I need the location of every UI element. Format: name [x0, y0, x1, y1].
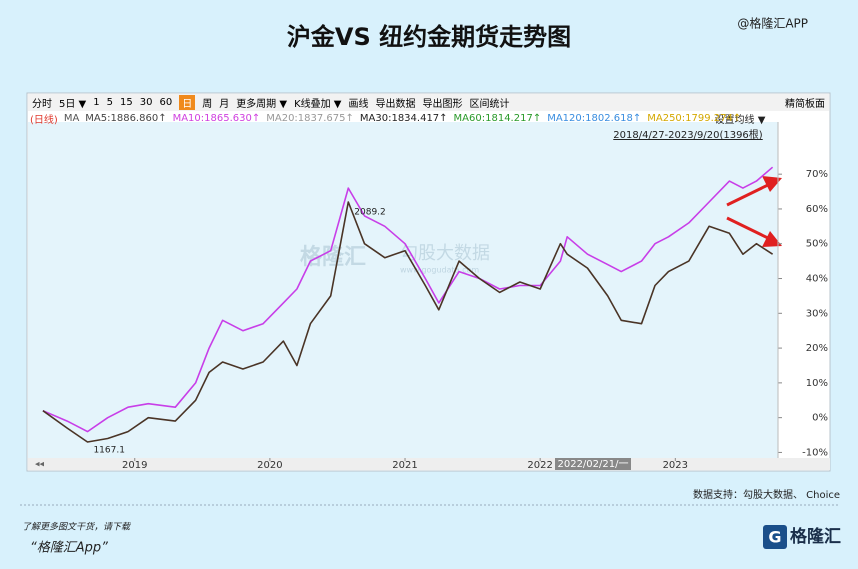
- plot-area: [28, 122, 778, 458]
- y-tick-label: 60%: [806, 204, 828, 215]
- y-tick-label: 50%: [806, 239, 828, 250]
- series-line: [42, 201, 774, 443]
- y-tick-label: 70%: [806, 169, 828, 180]
- promo: 了解更多图文干货，请下载: [22, 522, 131, 533]
- toolbar-item[interactable]: 60: [159, 97, 173, 108]
- scroll-left[interactable]: ◂◂: [35, 460, 45, 470]
- x-tick-label: 2019: [122, 460, 147, 471]
- ma-legend: (日线) MA MA5:1886.860↑ MA10:1865.630↑ MA20:18…: [30, 112, 747, 126]
- toolbar-item[interactable]: 导出图形: [422, 99, 463, 110]
- toolbar-item[interactable]: 5: [106, 97, 113, 108]
- bg-logo: 格隆汇: [300, 244, 366, 270]
- y-tick-label: -10%: [802, 447, 828, 458]
- y-tick-label: 10%: [806, 378, 828, 389]
- ma-label: MA: [63, 113, 80, 124]
- toolbar-item[interactable]: 分时: [32, 99, 52, 110]
- toolbar: 分时 5日 ▼ 1 5 15 30 60 日周月更多周期 ▼ K线叠加 ▼ 画线 导出数据 导出图形区…: [28, 94, 829, 111]
- cursor-label: 2022/02/21/一: [557, 459, 628, 470]
- bg-url: www.gogudata.com: [400, 266, 479, 275]
- ma-label: MA120:1802.618↑: [547, 113, 642, 124]
- ma-label: MA10:1865.630↑: [172, 113, 261, 124]
- toolbar-item[interactable]: 15: [119, 97, 133, 108]
- ma-label: MA5:1886.860↑: [85, 113, 167, 124]
- bg-brand: 勾股大数据: [400, 243, 490, 264]
- app-name: “格隆汇App”: [30, 541, 108, 556]
- annotation: 2089.2: [354, 208, 386, 218]
- svg-text:G: G: [768, 528, 781, 547]
- range-label: 2018/4/27-2023/9/20(1396根): [613, 128, 763, 141]
- ma-label: MA60:1814.217↑: [453, 113, 542, 124]
- logo: G 格隆汇: [763, 525, 841, 549]
- x-tick-label: 2023: [663, 460, 688, 471]
- series-line: [42, 166, 774, 433]
- y-tick-label: 40%: [806, 274, 828, 285]
- x-tick-label: 2022: [527, 460, 552, 471]
- ma-label: MA250:1799.274↑: [647, 113, 742, 124]
- toolbar-item[interactable]: K线叠加 ▼: [294, 99, 342, 110]
- x-axis-strip: [28, 458, 830, 470]
- annotation: 1167.1: [93, 446, 125, 456]
- toolbar-item[interactable]: 周: [202, 99, 213, 110]
- y-tick-label: 30%: [806, 308, 828, 319]
- toolbar-item[interactable]: 画线: [348, 99, 369, 110]
- toolbar-item[interactable]: 月: [219, 99, 230, 110]
- toolbar-item[interactable]: 5日 ▼: [59, 99, 87, 110]
- ma-label: MA30:1834.417↑: [359, 113, 448, 124]
- ma-setting[interactable]: 设置均线 ▼: [715, 113, 766, 126]
- source: 数据支持：勾股大数据、 Choice: [693, 488, 840, 501]
- y-tick-label: 20%: [806, 343, 828, 354]
- x-tick-label: 2020: [257, 460, 282, 471]
- toolbar-item[interactable]: 日: [179, 95, 196, 110]
- arrows: [726, 176, 782, 247]
- toolbar-item[interactable]: 1: [93, 97, 100, 108]
- x-tick-label: 2021: [392, 460, 417, 471]
- ma-label: (日线): [30, 115, 58, 126]
- toolbar-item[interactable]: 区间统计: [469, 99, 510, 110]
- toolbar-item[interactable]: 导出数据: [375, 99, 416, 110]
- toolbar-right[interactable]: 精简板面: [785, 99, 825, 110]
- y-tick-label: 0%: [812, 413, 828, 424]
- ma-label: MA20:1837.675↑: [266, 113, 354, 124]
- watermark: @格隆汇APP: [737, 16, 808, 31]
- cursor-bg: [555, 458, 631, 470]
- logo-text: 格隆汇: [790, 526, 841, 547]
- toolbar-item[interactable]: 30: [139, 97, 153, 108]
- title: 沪金VS 纽约金期货走势图: [287, 23, 571, 51]
- toolbar-item[interactable]: 更多周期 ▼: [236, 99, 288, 110]
